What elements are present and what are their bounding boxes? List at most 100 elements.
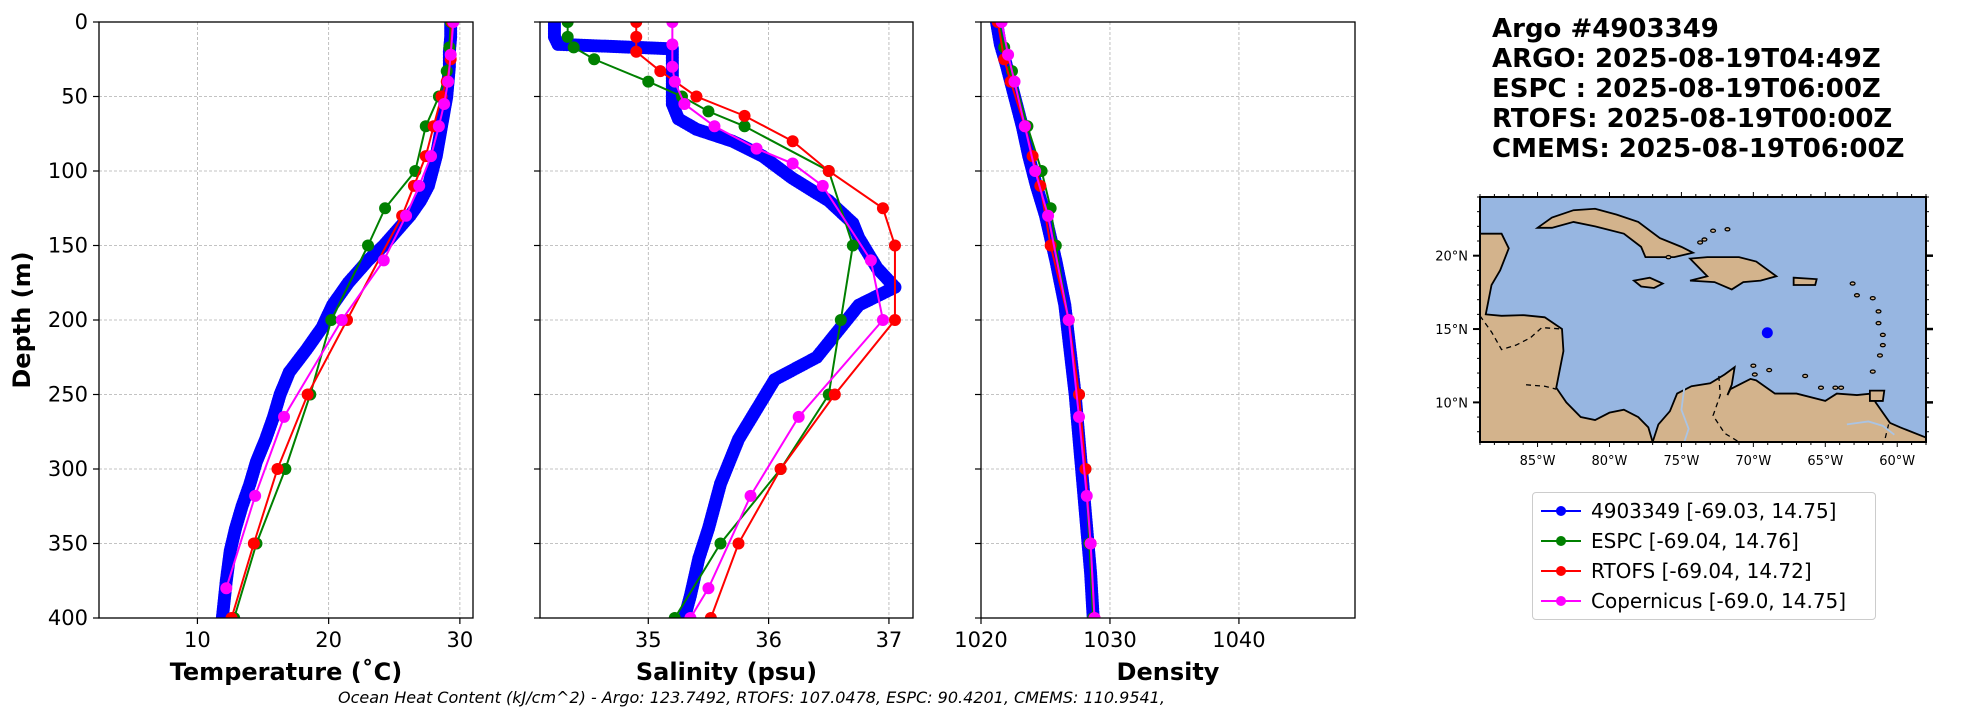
land-central-america bbox=[1480, 232, 1654, 442]
land-island bbox=[1751, 372, 1758, 377]
data-point bbox=[247, 537, 260, 550]
data-point bbox=[1062, 314, 1075, 326]
data-point bbox=[888, 239, 901, 252]
data-point bbox=[668, 612, 681, 618]
x-tick-label: 10 bbox=[184, 628, 211, 652]
data-point bbox=[1088, 612, 1101, 618]
border-line bbox=[1883, 424, 1890, 442]
data-point bbox=[1008, 75, 1021, 88]
argo-time: ARGO: 2025-08-19T04:49Z bbox=[1492, 44, 1881, 74]
x-axis-label: Density bbox=[1117, 658, 1220, 686]
land-hispaniola bbox=[1688, 256, 1779, 291]
land-jamaica bbox=[1631, 276, 1665, 289]
y-axis-label: Depth (m) bbox=[8, 251, 36, 388]
data-point bbox=[1029, 165, 1042, 177]
data-point bbox=[561, 30, 574, 43]
x-tick-label: 37 bbox=[876, 628, 903, 652]
data-point bbox=[400, 209, 413, 222]
data-point bbox=[750, 142, 763, 155]
data-point bbox=[1079, 463, 1092, 475]
border-line bbox=[1525, 384, 1557, 390]
lon-tick-label: 65°W bbox=[1807, 454, 1843, 469]
data-point bbox=[325, 314, 338, 326]
data-point bbox=[440, 65, 453, 78]
legend-label-copernicus: Copernicus [-69.0, 14.75] bbox=[1591, 589, 1847, 613]
land-cuba bbox=[1534, 207, 1696, 259]
land-puerto-rico bbox=[1792, 276, 1818, 286]
land-island bbox=[1697, 240, 1704, 245]
land-island bbox=[1724, 227, 1731, 232]
land-island bbox=[1875, 309, 1882, 314]
data-point bbox=[702, 105, 715, 118]
data-point bbox=[1042, 209, 1055, 222]
land-island bbox=[1766, 367, 1773, 373]
y-tick-label: 400 bbox=[48, 606, 88, 630]
land-island bbox=[1701, 237, 1708, 242]
data-point bbox=[876, 202, 889, 215]
data-point bbox=[588, 53, 601, 66]
data-point bbox=[738, 109, 751, 122]
legend-label-espc: ESPC [-69.04, 14.76] bbox=[1591, 529, 1799, 553]
data-point bbox=[1084, 537, 1097, 550]
data-point bbox=[278, 410, 291, 423]
land-island bbox=[1879, 342, 1886, 348]
data-point bbox=[447, 22, 460, 28]
data-point bbox=[876, 314, 889, 326]
data-point bbox=[413, 179, 426, 192]
y-tick-label: 300 bbox=[48, 457, 88, 481]
land-island bbox=[1875, 320, 1882, 326]
data-point bbox=[846, 239, 859, 252]
panel-temperature: 10 20 30050100150200250300350400Temperatur… bbox=[8, 10, 474, 686]
y-tick-label: 100 bbox=[48, 159, 88, 183]
x-axis-label: Salinity (psu) bbox=[636, 658, 817, 686]
y-tick-label: 150 bbox=[48, 234, 88, 258]
data-point bbox=[1073, 388, 1086, 401]
legend-marker-espc bbox=[1541, 531, 1581, 551]
legend-marker-rtofs bbox=[1541, 561, 1581, 581]
x-tick-label: 20 bbox=[315, 628, 342, 652]
data-point bbox=[425, 150, 438, 163]
land-island bbox=[1853, 293, 1860, 298]
lat-tick-label: 15°N bbox=[1435, 323, 1468, 338]
legend-item-espc: ESPC [-69.04, 14.76] bbox=[1533, 526, 1875, 556]
x-tick-label: 35 bbox=[635, 628, 662, 652]
legend-label-rtofs: RTOFS [-69.04, 14.72] bbox=[1591, 559, 1812, 583]
data-point bbox=[335, 314, 348, 326]
land-island bbox=[1869, 369, 1876, 374]
data-point bbox=[666, 38, 679, 51]
data-point bbox=[215, 611, 229, 618]
border-line bbox=[1480, 315, 1563, 351]
float-title: Argo #4903349 bbox=[1492, 14, 1719, 44]
data-point bbox=[432, 120, 445, 133]
lon-tick-label: 80°W bbox=[1592, 454, 1628, 469]
y-tick-label: 250 bbox=[48, 383, 88, 407]
land-florida bbox=[1569, 168, 1606, 190]
data-point bbox=[704, 612, 717, 618]
data-point bbox=[786, 135, 799, 148]
land-island bbox=[1665, 254, 1672, 260]
border-line bbox=[1712, 375, 1740, 442]
legend-marker-argo bbox=[1541, 501, 1581, 521]
data-point bbox=[1018, 120, 1031, 133]
lon-tick-label: 75°W bbox=[1663, 454, 1699, 469]
data-point bbox=[816, 179, 829, 192]
data-point bbox=[690, 90, 703, 103]
rtofs-time: RTOFS: 2025-08-19T00:00Z bbox=[1492, 104, 1893, 134]
legend: 4903349 [-69.03, 14.75] ESPC [-69.04, 14… bbox=[1532, 492, 1876, 620]
y-tick-label: 50 bbox=[61, 85, 88, 109]
land-island bbox=[1817, 385, 1825, 390]
series-group bbox=[547, 22, 902, 618]
data-point bbox=[774, 463, 787, 475]
series-group bbox=[215, 22, 460, 618]
info-block: Argo #4903349 ARGO: 2025-08-19T04:49Z ES… bbox=[1492, 14, 1904, 164]
land-island bbox=[1750, 363, 1757, 368]
data-point bbox=[668, 75, 681, 88]
data-point bbox=[995, 22, 1008, 28]
land-group bbox=[1480, 168, 1926, 442]
cmems-time: CMEMS: 2025-08-19T06:00Z bbox=[1492, 134, 1905, 164]
lon-tick-label: 60°W bbox=[1879, 454, 1915, 469]
data-point bbox=[714, 537, 727, 550]
land-island bbox=[1849, 281, 1856, 286]
data-point bbox=[301, 388, 314, 401]
